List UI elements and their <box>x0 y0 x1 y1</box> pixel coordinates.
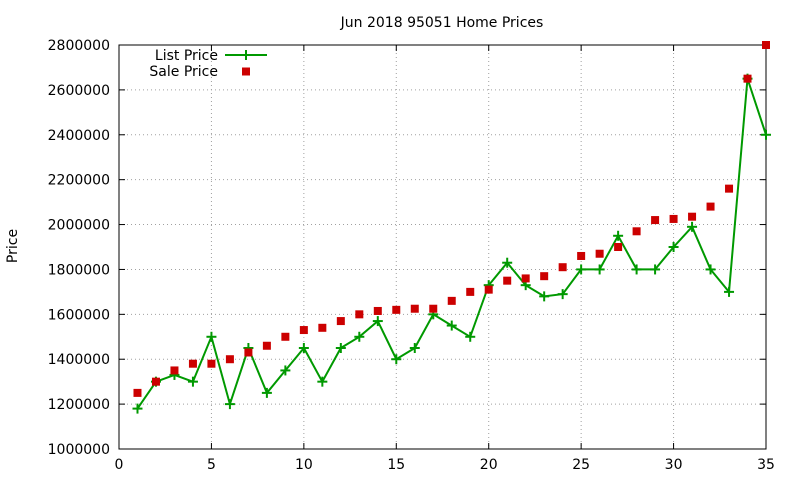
point-list-price <box>261 387 272 398</box>
point-sale-price <box>632 227 641 236</box>
point-list-price <box>206 331 217 342</box>
point-list-price <box>705 264 716 275</box>
grid-lines <box>119 45 766 449</box>
point-sale-price <box>447 296 456 305</box>
point-sale-price <box>669 214 678 223</box>
plot-frame <box>118 44 767 450</box>
x-tick-label: 25 <box>572 457 590 473</box>
y-tick-label: 1800000 <box>48 262 110 278</box>
y-tick-label: 1400000 <box>48 352 110 368</box>
point-sale-price <box>392 305 401 314</box>
y-tick-label: 2200000 <box>48 173 110 189</box>
x-tick-label: 0 <box>115 457 124 473</box>
point-list-price <box>650 264 661 275</box>
point-list-price <box>224 399 235 410</box>
point-sale-price <box>651 216 660 225</box>
point-list-price <box>687 221 698 232</box>
point-list-price <box>576 264 587 275</box>
point-sale-price <box>595 249 604 258</box>
point-sale-price <box>466 287 475 296</box>
point-list-price <box>502 257 513 268</box>
x-tick-label: 10 <box>295 457 313 473</box>
point-sale-price <box>336 317 345 326</box>
point-list-price <box>446 320 457 331</box>
x-tick-label: 30 <box>665 457 683 473</box>
legend-marker-list-price <box>241 50 251 60</box>
x-tick-label: 15 <box>387 457 405 473</box>
point-list-price <box>354 331 365 342</box>
point-sale-price <box>281 332 290 341</box>
y-tick-label: 1200000 <box>48 397 110 413</box>
point-list-price <box>187 376 198 387</box>
point-list-price <box>668 242 679 252</box>
y-tick-label: 2800000 <box>48 38 110 54</box>
point-list-price <box>391 354 402 365</box>
point-list-price <box>539 291 550 302</box>
point-sale-price <box>577 251 586 260</box>
point-sale-price <box>688 212 697 221</box>
y-axis-label: Price <box>5 229 21 263</box>
point-sale-price <box>614 243 623 251</box>
point-sale-price <box>151 377 160 386</box>
point-sale-price <box>225 355 234 364</box>
point-list-price <box>335 343 346 353</box>
point-sale-price <box>521 274 530 283</box>
point-list-price <box>298 343 309 353</box>
point-sale-price <box>558 263 567 272</box>
point-sale-price <box>207 359 216 368</box>
chart-title: Jun 2018 95051 Home Prices <box>340 15 544 31</box>
point-sale-price <box>170 366 179 375</box>
point-sale-price <box>410 304 419 313</box>
point-sale-price <box>355 310 364 319</box>
point-sale-price <box>244 348 253 357</box>
point-list-price <box>409 343 420 353</box>
point-list-price <box>557 289 568 300</box>
point-sale-price <box>706 202 715 211</box>
point-sale-price <box>318 323 327 332</box>
point-list-price <box>372 316 383 327</box>
point-sale-price <box>503 276 512 285</box>
point-sale-price <box>725 184 734 193</box>
point-sale-price <box>299 326 308 335</box>
legend: List Price Sale Price <box>149 48 267 80</box>
x-tick-label: 5 <box>207 457 216 473</box>
y-tick-label: 2600000 <box>48 83 110 99</box>
x-tick-label: 20 <box>480 457 498 473</box>
data-series <box>132 41 771 414</box>
point-sale-price <box>373 306 382 315</box>
point-list-price <box>594 264 605 275</box>
y-tick-label: 1000000 <box>48 442 110 458</box>
point-sale-price <box>133 388 142 397</box>
point-sale-price <box>540 272 549 281</box>
point-sale-price <box>484 285 493 294</box>
x-axis-ticks: 0 5 10 15 20 25 30 35 <box>115 45 775 473</box>
point-list-price <box>280 365 291 376</box>
point-sale-price <box>762 41 770 49</box>
y-tick-label: 2400000 <box>48 128 110 144</box>
point-list-price <box>631 264 642 275</box>
point-list-price <box>465 331 476 342</box>
y-tick-label: 2000000 <box>48 218 110 234</box>
legend-label-sale-price: Sale Price <box>149 64 218 80</box>
point-list-price <box>724 286 735 297</box>
legend-label-list-price: List Price <box>155 48 218 64</box>
x-tick-label: 35 <box>757 457 775 473</box>
y-tick-label: 1600000 <box>48 307 110 323</box>
point-list-price <box>761 129 771 140</box>
point-sale-price <box>262 341 271 350</box>
legend-marker-sale-price <box>242 67 250 76</box>
point-sale-price <box>188 359 197 368</box>
point-list-price <box>613 230 624 241</box>
point-list-price <box>317 376 328 387</box>
y-axis-ticks: 1000000 1200000 1400000 1600000 1800000 20000… <box>48 38 766 458</box>
point-list-price <box>132 403 143 414</box>
point-sale-price <box>743 74 752 83</box>
point-sale-price <box>429 304 438 313</box>
